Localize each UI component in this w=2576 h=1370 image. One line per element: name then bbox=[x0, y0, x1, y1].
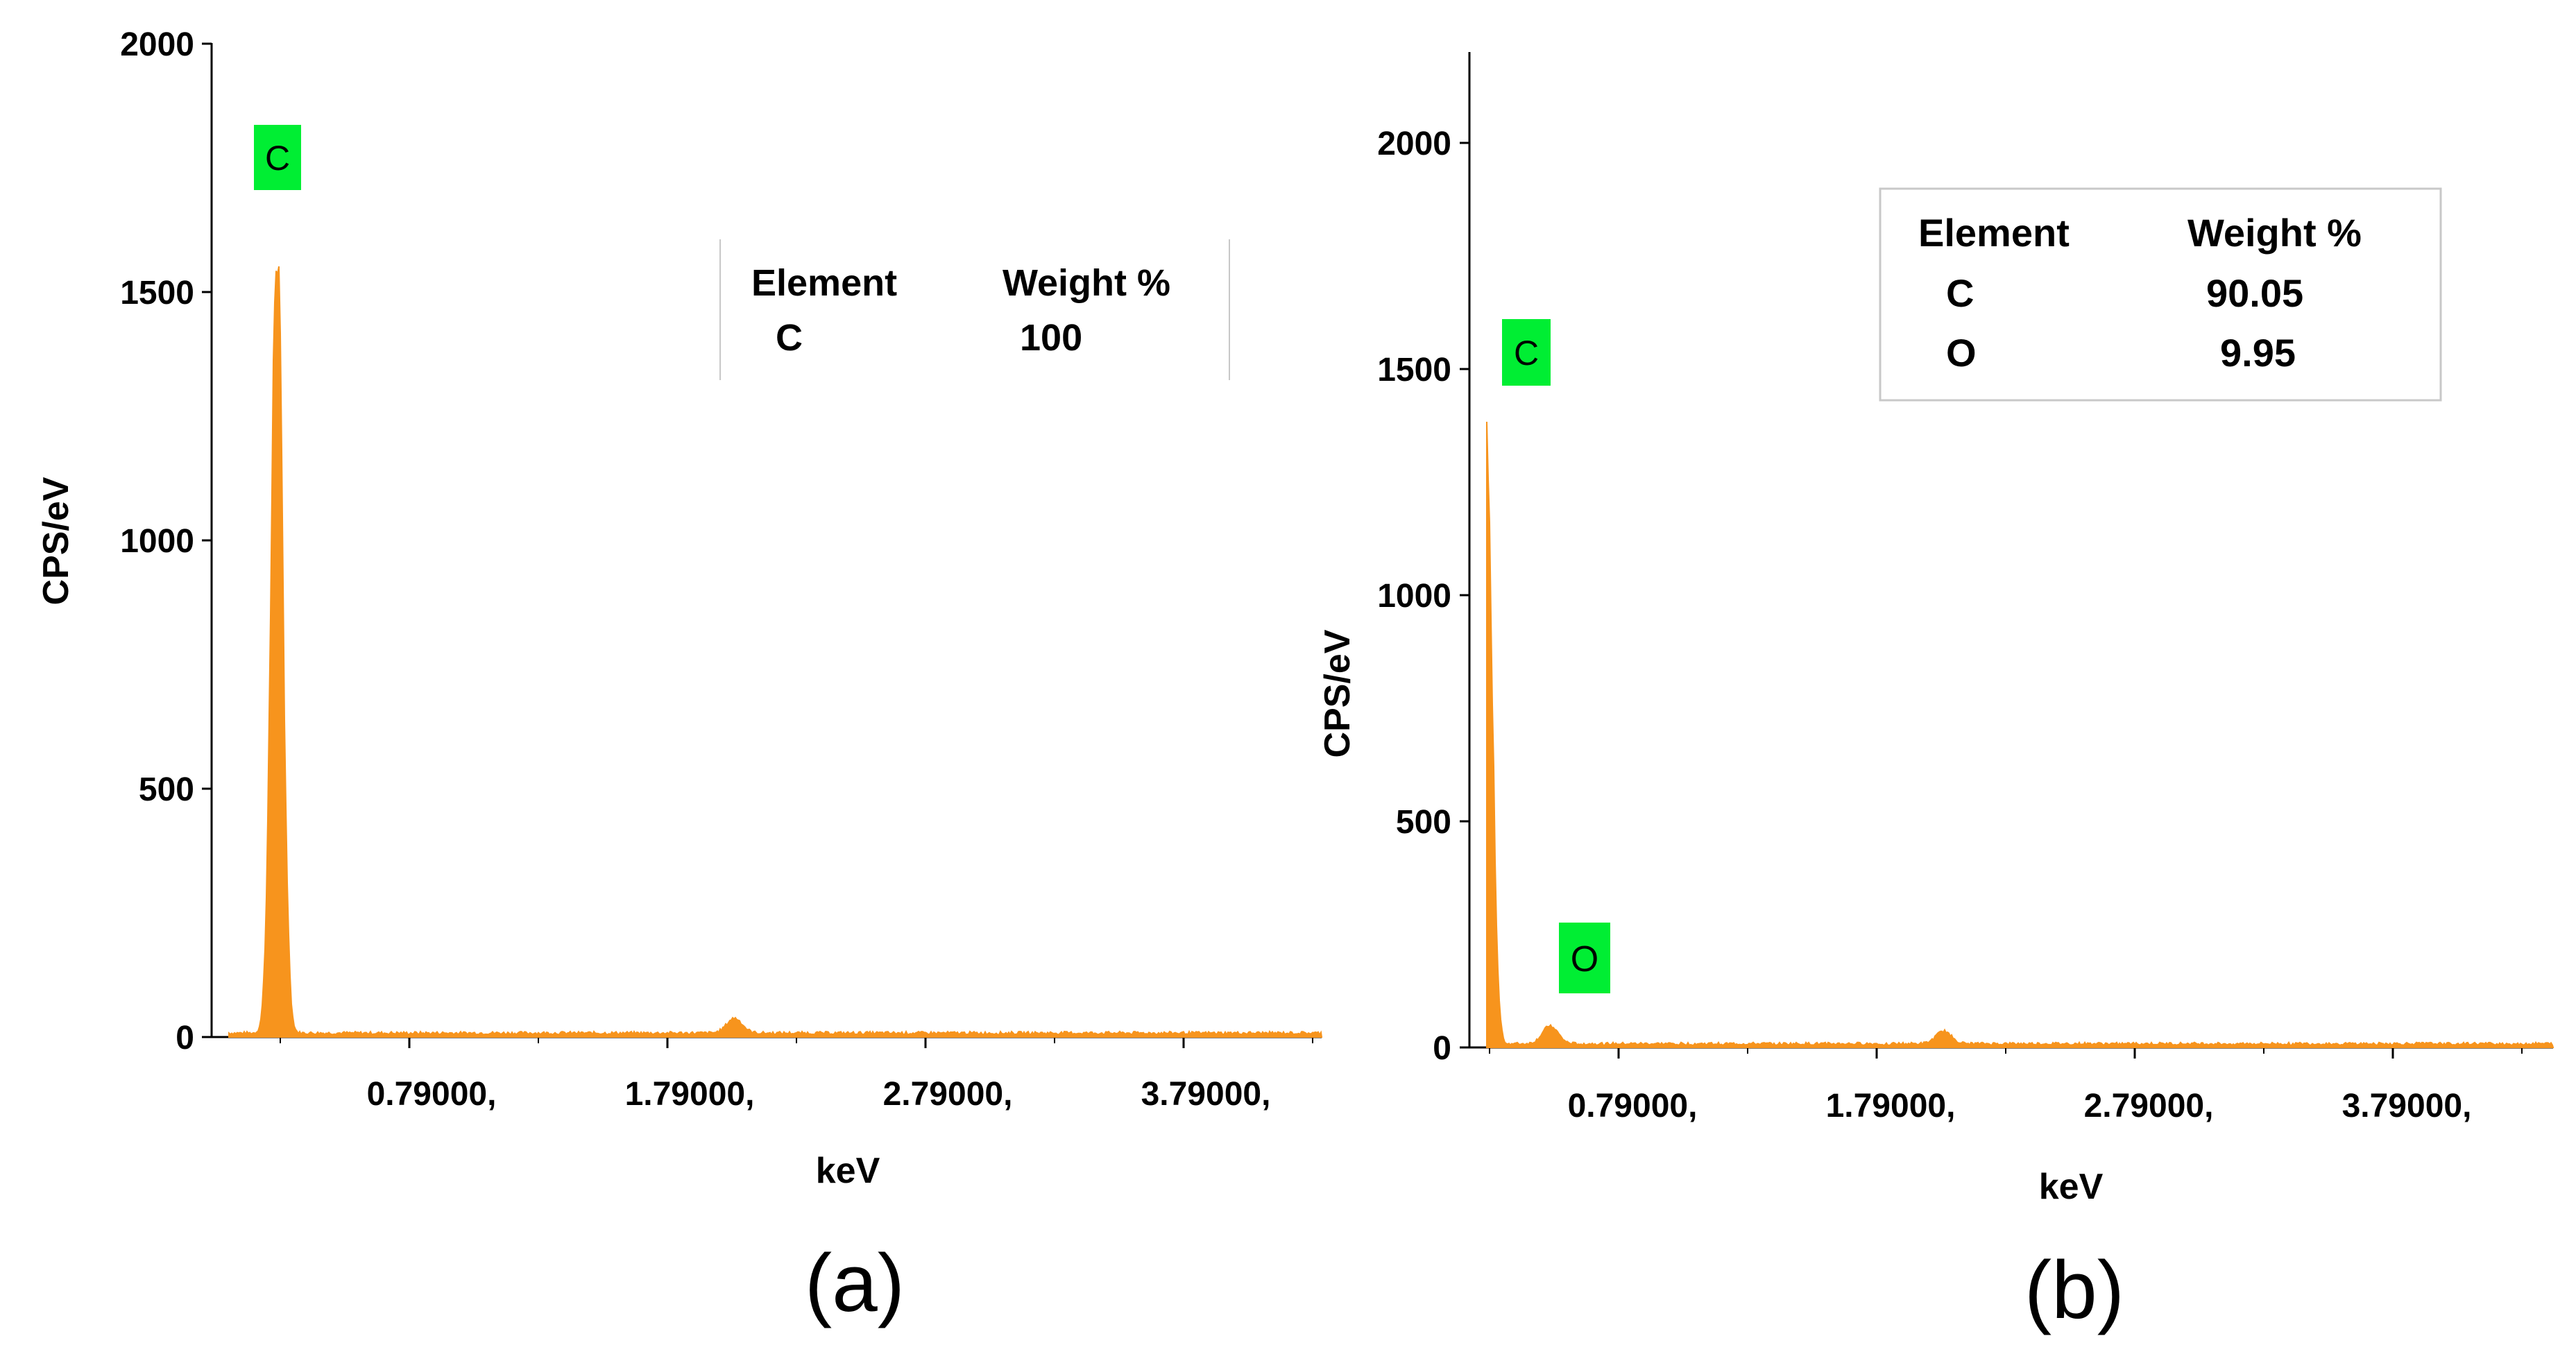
panel-a-x-tick-label: 3.79000, bbox=[1141, 1076, 1271, 1113]
panel-a-y-tick-label: 500 bbox=[139, 771, 194, 808]
panel-a-caption: (a) bbox=[805, 1238, 905, 1329]
panel-a-composition-table: Element Weight % C 100 bbox=[719, 239, 1230, 380]
panel-a: 0 500 1000 1500 2000 0.79000, 1.79000, 2… bbox=[36, 26, 1323, 1329]
panel-b-peak-label-c-text: C bbox=[1514, 334, 1539, 373]
panel-a-x-tick-label: 2.79000, bbox=[883, 1076, 1013, 1113]
panel-b-x-axis-title: keV bbox=[2039, 1167, 2104, 1207]
panel-a-table-cell-weight: 100 bbox=[1020, 317, 1082, 359]
panel-b-y-tick-label: 1000 bbox=[1377, 578, 1451, 615]
panel-a-table-header-element: Element bbox=[751, 262, 897, 304]
panel-b-peak-label-c: C bbox=[1502, 319, 1551, 386]
panel-b-table-cell-element: C bbox=[1946, 271, 1974, 315]
panel-a-y-tick-label: 0 bbox=[176, 1020, 194, 1056]
panel-a-table-header-weight: Weight % bbox=[1003, 262, 1170, 304]
panel-a-x-axis-title: keV bbox=[816, 1151, 880, 1191]
panel-b-y-tick-label: 500 bbox=[1396, 804, 1451, 841]
panel-a-spectrum bbox=[228, 266, 1323, 1038]
panel-b-peak-label-o-text: O bbox=[1571, 939, 1598, 979]
panel-b-x-tick-label: 1.79000, bbox=[1826, 1088, 1956, 1124]
panel-b-caption: (b) bbox=[2024, 1244, 2124, 1336]
panel-b-y-axis-title: CPS/eV bbox=[1317, 629, 1358, 757]
panel-b-x-tick-label: 0.79000, bbox=[1568, 1088, 1698, 1124]
panel-b-x-tick-label: 3.79000, bbox=[2342, 1088, 2472, 1124]
panel-b-y-tick-label: 1500 bbox=[1377, 352, 1451, 388]
panel-a-peak-label-c: C bbox=[254, 125, 301, 190]
panel-b-table-cell-weight: 9.95 bbox=[2220, 331, 2296, 375]
panel-a-x-tick-label: 0.79000, bbox=[367, 1076, 497, 1113]
panel-b-y-tick-label: 2000 bbox=[1377, 126, 1451, 162]
panel-b-table-header-element: Element bbox=[1918, 211, 2070, 255]
panel-a-peak-label-c-text: C bbox=[265, 139, 290, 178]
panel-b-peak-label-o: O bbox=[1559, 923, 1610, 993]
panel-a-y-tick-label: 2000 bbox=[120, 26, 194, 63]
panel-a-y-tick-label: 1500 bbox=[120, 275, 194, 311]
panel-b-y-tick-label: 0 bbox=[1433, 1030, 1451, 1067]
panel-b: 0 500 1000 1500 2000 0.79000, 1.79000, 2… bbox=[1317, 52, 2554, 1336]
panel-b-table-header-weight: Weight % bbox=[2187, 211, 2362, 255]
panel-b-x-tick-label: 2.79000, bbox=[2084, 1088, 2214, 1124]
panel-a-y-axis-title: CPS/eV bbox=[36, 477, 76, 605]
panel-b-table-cell-weight: 90.05 bbox=[2206, 271, 2303, 315]
panel-a-table-cell-element: C bbox=[776, 317, 803, 359]
panel-b-table-cell-element: O bbox=[1946, 331, 1977, 375]
panel-b-table-border bbox=[1879, 187, 2442, 402]
panel-b-composition-table: Element Weight % C 90.05 O 9.95 bbox=[1879, 187, 2442, 402]
panel-b-spectrum bbox=[1486, 421, 2554, 1048]
panel-a-y-tick-label: 1000 bbox=[120, 523, 194, 560]
panel-a-x-tick-label: 1.79000, bbox=[625, 1076, 755, 1113]
